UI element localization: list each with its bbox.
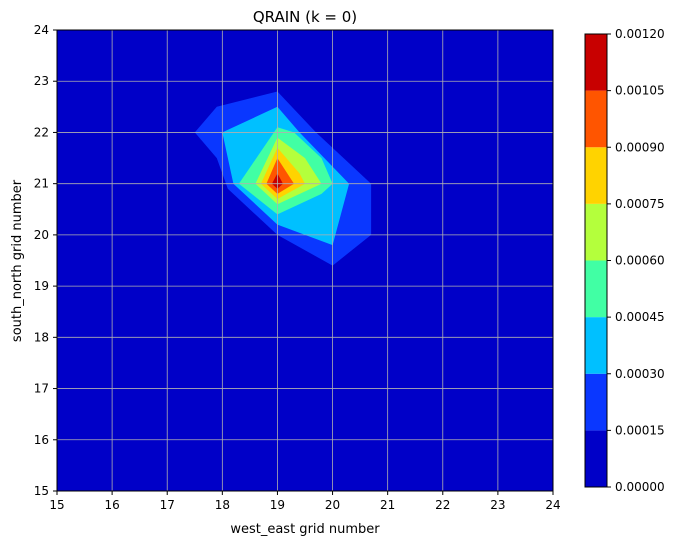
- x-tick-label: 18: [215, 498, 230, 512]
- colorbar-segment: [585, 317, 607, 374]
- x-tick-label: 16: [104, 498, 119, 512]
- colorbar-tick-label: 0.00015: [615, 423, 665, 437]
- y-tick-label: 18: [34, 330, 49, 344]
- y-tick-label: 17: [34, 382, 49, 396]
- colorbar-segment: [585, 260, 607, 318]
- y-tick-label: 19: [34, 279, 49, 293]
- x-tick-label: 22: [435, 498, 450, 512]
- x-axis: 15 16 17 18 19 20 21 22 23 24: [49, 491, 561, 512]
- x-tick-label: 24: [545, 498, 560, 512]
- x-tick-label: 21: [380, 498, 395, 512]
- colorbar-segment: [585, 203, 607, 261]
- y-tick-label: 16: [34, 433, 49, 447]
- colorbar: 0.00000 0.00015 0.00030 0.00045 0.00060 0.000…: [584, 27, 665, 494]
- contour-band-0: [57, 30, 553, 491]
- plot-frame: [56, 29, 554, 492]
- x-axis-label: west_east grid number: [230, 522, 380, 537]
- x-tick-label: 20: [325, 498, 340, 512]
- y-tick-label: 22: [34, 125, 49, 139]
- colorbar-tick-label: 0.00000: [615, 480, 665, 494]
- colorbar-segment: [585, 373, 607, 431]
- y-axis: 15 16 17 18 19 20 21 22 23 24: [34, 23, 57, 498]
- colorbar-tick-label: 0.00030: [615, 367, 665, 381]
- plot-area: [56, 29, 554, 492]
- colorbar-tick-label: 0.00075: [615, 197, 665, 211]
- x-tick-label: 15: [49, 498, 64, 512]
- chart-title: QRAIN (k = 0): [253, 8, 357, 26]
- x-tick-label: 23: [490, 498, 505, 512]
- colorbar-tick-label: 0.00045: [615, 310, 665, 324]
- colorbar-segment: [585, 147, 607, 204]
- colorbar-segment: [585, 90, 607, 148]
- y-tick-label: 23: [34, 74, 49, 88]
- colorbar-tick-label: 0.00060: [615, 254, 665, 268]
- colorbar-segment: [585, 430, 607, 487]
- colorbar-tick-label: 0.00105: [615, 84, 665, 98]
- y-tick-label: 21: [34, 177, 49, 191]
- y-tick-label: 24: [34, 23, 49, 37]
- colorbar-tick-label: 0.00120: [615, 27, 665, 41]
- x-tick-label: 17: [160, 498, 175, 512]
- y-tick-label: 20: [34, 228, 49, 242]
- colorbar-tick-label: 0.00090: [615, 140, 665, 154]
- colorbar-segment: [585, 34, 607, 91]
- y-tick-label: 15: [34, 484, 49, 498]
- y-axis-label: south_north grid number: [10, 179, 25, 342]
- x-tick-label: 19: [270, 498, 285, 512]
